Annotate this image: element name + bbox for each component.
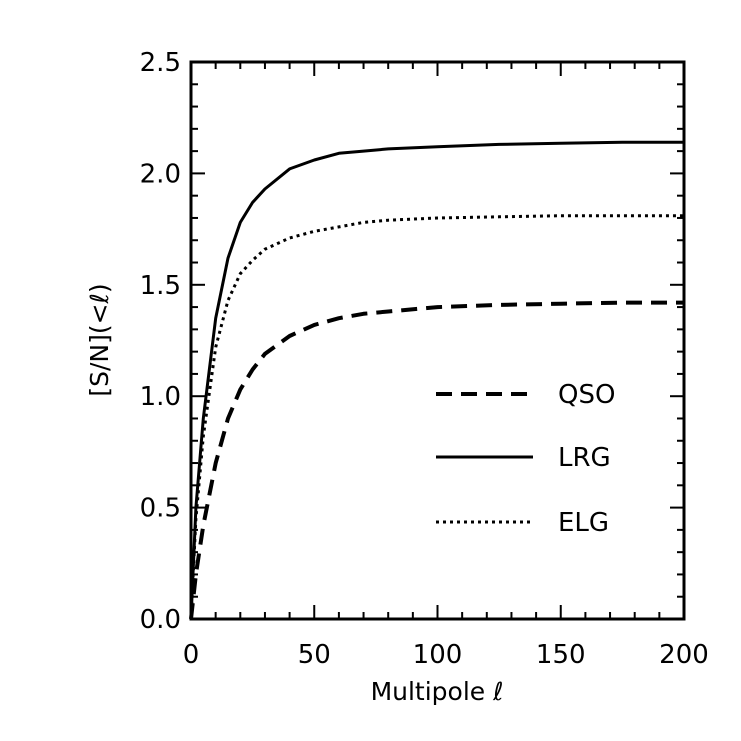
- x-tick-label: 100: [413, 640, 463, 670]
- x-tick-label: 0: [183, 640, 200, 670]
- y-tick-label: 0.5: [140, 494, 181, 524]
- series-line-qso: [189, 300, 684, 620]
- legend-label-elg: ELG: [558, 508, 609, 538]
- y-tick-label: 0.0: [140, 605, 181, 635]
- y-tick-label: 2.0: [140, 159, 181, 189]
- axis-tick-labels: 0 50 100 150 200 0.0 0.5 1.0 1.5 2.0 2.5: [140, 48, 709, 670]
- legend-label-qso: QSO: [558, 380, 615, 410]
- y-tick-label: 2.5: [140, 48, 181, 78]
- x-tick-label: 200: [659, 640, 709, 670]
- y-tick-label: 1.5: [140, 271, 181, 301]
- legend: QSO LRG ELG: [436, 380, 615, 538]
- y-axis-title: [S/N](<ℓ): [85, 283, 114, 396]
- x-tick-label: 50: [298, 640, 331, 670]
- y-tick-label: 1.0: [140, 382, 181, 412]
- series-line-lrg: [189, 140, 684, 620]
- series-lines: [189, 140, 684, 620]
- x-axis-title: Multipole ℓ: [371, 677, 504, 706]
- legend-label-lrg: LRG: [558, 443, 611, 473]
- plot-frame: [189, 60, 686, 621]
- x-tick-label: 150: [536, 640, 586, 670]
